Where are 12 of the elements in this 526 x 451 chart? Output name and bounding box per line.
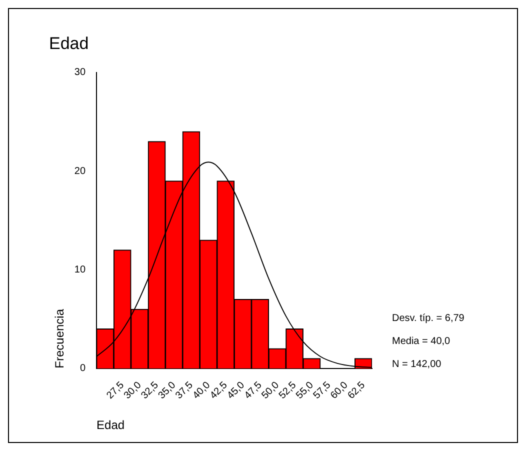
- chart-title: Edad: [49, 34, 89, 53]
- x-tick-label: 62,5: [346, 380, 368, 402]
- text: Media = 40,0: [392, 336, 451, 348]
- text: N = 142,00: [392, 359, 442, 370]
- y-tick-label: 10: [74, 264, 86, 276]
- y-tick-label: 20: [74, 166, 86, 177]
- text: Desv. típ. = 6,79: [392, 313, 465, 324]
- y-tick-label: 0: [80, 363, 86, 374]
- y-tick-label: 30: [74, 67, 86, 78]
- x-axis-title: Edad: [96, 418, 125, 432]
- y-axis-title: Frecuencia: [52, 308, 67, 368]
- x-tick-label: 40,0: [190, 380, 213, 402]
